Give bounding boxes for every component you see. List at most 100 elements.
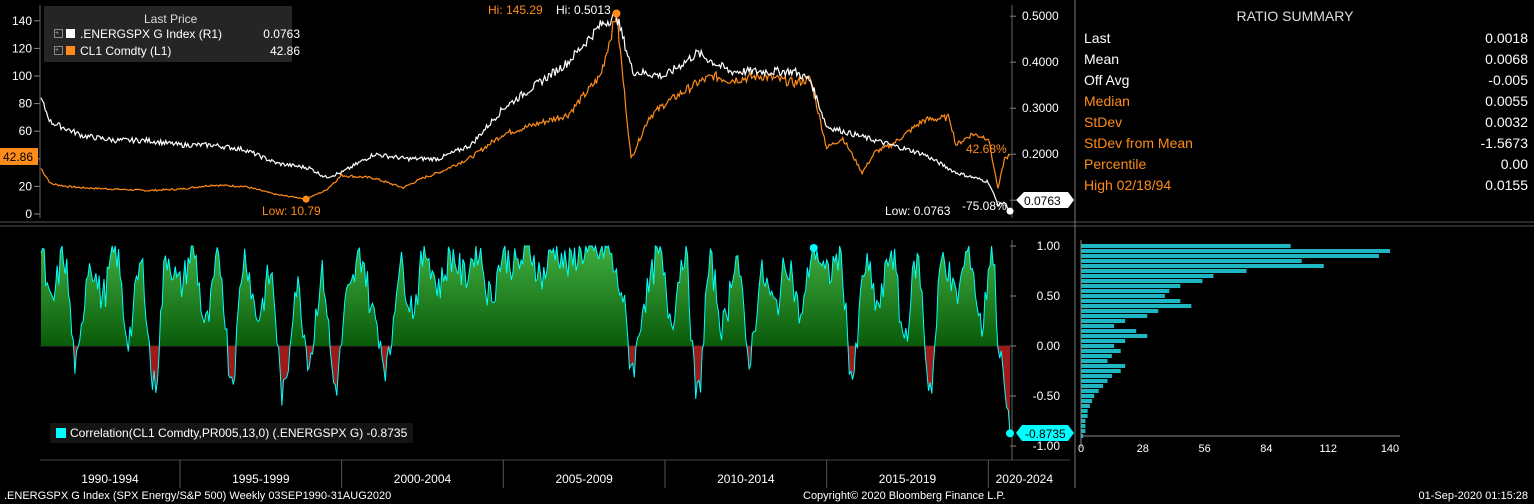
- correlation-legend[interactable]: Correlation(CL1 Comdty,PR005,13,0) (.ENE…: [50, 423, 414, 443]
- left-tick-label: 80: [19, 97, 33, 111]
- left-tick-label: 20: [19, 179, 33, 193]
- histogram-bar: [1081, 409, 1088, 413]
- corr-tick-label: -1.00: [1033, 439, 1061, 453]
- right-badge: [1016, 192, 1074, 208]
- legend-row-ratio[interactable]: + .ENERGSPX G Index (R1) 0.0763: [54, 26, 300, 41]
- left-badge: [0, 148, 38, 165]
- x-axis-label: 2005-2009: [555, 472, 613, 486]
- left-tick-label: 140: [12, 14, 32, 28]
- footer: .ENERGSPX G Index (SPX Energy/S&P 500) W…: [0, 488, 1534, 504]
- histogram-axis: 0 28 56 84 112 140: [1078, 240, 1400, 455]
- toggle-icon[interactable]: +: [54, 46, 63, 55]
- summary-value: -0.005: [1488, 72, 1528, 88]
- oil-low-marker: [302, 195, 310, 203]
- legend-header: Last Price: [144, 12, 198, 26]
- legend-row-oil[interactable]: + CL1 Comdty (L1) 42.86: [54, 43, 300, 58]
- histogram-bar: [1081, 374, 1112, 378]
- left-axis-ticks: 020406080100120140: [12, 5, 41, 221]
- summary-label: High 02/18/94: [1084, 177, 1172, 193]
- summary-value: 0.0068: [1485, 51, 1528, 67]
- summary-label: Percentile: [1084, 156, 1147, 172]
- low-oil-label: Low: 10.79: [262, 204, 321, 218]
- toggle-icon[interactable]: +: [54, 29, 63, 38]
- corr-tick-label: -0.50: [1033, 389, 1061, 403]
- histogram-tick-label: 28: [1137, 443, 1149, 455]
- histogram-bar: [1081, 394, 1095, 398]
- histogram-bar: [1081, 364, 1126, 368]
- summary-value: 0.0032: [1485, 114, 1528, 130]
- histogram-bar: [1081, 284, 1181, 288]
- histogram-bar: [1081, 304, 1192, 308]
- histogram-tick-label: 112: [1319, 443, 1337, 455]
- legend-series-value: 42.86: [269, 43, 300, 58]
- ratio-summary: RATIO SUMMARY Last 0.0018 Mean 0.0068 Off Av…: [1080, 8, 1530, 196]
- correlation-high-marker: [809, 244, 818, 252]
- histogram-bar: [1081, 319, 1126, 323]
- summary-label: Median: [1084, 93, 1130, 109]
- histogram-bar: [1081, 269, 1247, 273]
- histogram-bar: [1081, 249, 1390, 253]
- x-axis-label: 2015-2019: [878, 472, 937, 486]
- histogram-bar: [1081, 389, 1099, 393]
- histogram-bar: [1081, 314, 1148, 318]
- histogram-bars: [1081, 244, 1390, 438]
- summary-label: StDev: [1084, 114, 1123, 130]
- histogram-bar: [1081, 334, 1148, 338]
- histogram-bar: [1081, 404, 1090, 408]
- summary-row: Off Avg -0.005: [1080, 70, 1530, 91]
- ratio-swatch: [66, 29, 75, 38]
- left-tick-label: 100: [12, 69, 32, 83]
- histogram-bar: [1081, 359, 1108, 363]
- summary-value: -1.5673: [1480, 135, 1528, 151]
- right-tick-label: 0.4000: [1022, 55, 1059, 69]
- summary-value: 0.0055: [1485, 93, 1528, 109]
- legend-series-name: .ENERGSPX G Index (R1): [80, 26, 223, 41]
- left-badge-text: 42.86: [3, 150, 33, 164]
- right-badge-text: 0.0763: [1024, 194, 1061, 208]
- histogram-tick-label: 84: [1260, 443, 1272, 455]
- histogram-panel: 0 28 56 84 112 140: [1078, 240, 1400, 455]
- histogram-bar: [1081, 324, 1115, 328]
- histogram-bar: [1081, 274, 1214, 278]
- histogram-bar: [1081, 254, 1379, 258]
- histogram-tick-label: 56: [1198, 443, 1210, 455]
- legend-series-name: CL1 Comdty (L1): [80, 43, 172, 58]
- ratio-summary-title: RATIO SUMMARY: [1236, 8, 1354, 24]
- legend-series-value: 0.0763: [263, 26, 300, 41]
- footer-left: .ENERGSPX G Index (SPX Energy/S&P 500) W…: [4, 490, 392, 502]
- histogram-bar: [1081, 329, 1137, 333]
- x-axis-label: 2020-2024: [995, 472, 1054, 486]
- right-tick-label: 0.5000: [1022, 9, 1059, 23]
- histogram-bar: [1081, 289, 1170, 293]
- x-axis-label: 1995-1999: [232, 472, 290, 486]
- corr-tick-label: 0.50: [1037, 289, 1061, 303]
- histogram-bar: [1081, 264, 1324, 268]
- corr-tick-label: 0.00: [1037, 339, 1061, 353]
- high-oil-label: Hi: 145.29: [488, 3, 543, 17]
- summary-row: High 02/18/94 0.0155: [1080, 175, 1530, 196]
- corr-tick-label: 1.00: [1037, 239, 1061, 253]
- histogram-bar: [1081, 244, 1291, 248]
- x-axis-label: 2010-2014: [717, 472, 775, 486]
- right-tick-label: 0.2000: [1022, 147, 1059, 161]
- correlation-legend-text: Correlation(CL1 Comdty,PR005,13,0) (.ENE…: [70, 426, 408, 440]
- summary-label: Mean: [1084, 51, 1120, 67]
- histogram-bar: [1081, 419, 1086, 423]
- ratio-line: [40, 12, 1011, 212]
- oil-price-line: [40, 15, 1011, 201]
- low-ratio-label: Low: 0.0763: [885, 204, 951, 218]
- histogram-bar: [1081, 339, 1126, 343]
- price-legend: Last Price + .ENERGSPX G Index (R1) 0.07…: [44, 6, 300, 62]
- histogram-bar: [1081, 259, 1302, 263]
- summary-value: 0.00: [1500, 156, 1528, 172]
- histogram-bar: [1081, 344, 1115, 348]
- correlation-positive-fill: [41, 246, 1010, 346]
- histogram-bar: [1081, 414, 1088, 418]
- histogram-bar: [1081, 424, 1086, 428]
- summary-value: 0.0018: [1485, 30, 1528, 46]
- correlation-last-marker: [1006, 429, 1014, 438]
- summary-row: Mean 0.0068: [1080, 49, 1530, 70]
- x-axis-label: 1990-1994: [81, 472, 139, 486]
- histogram-bar: [1081, 279, 1203, 283]
